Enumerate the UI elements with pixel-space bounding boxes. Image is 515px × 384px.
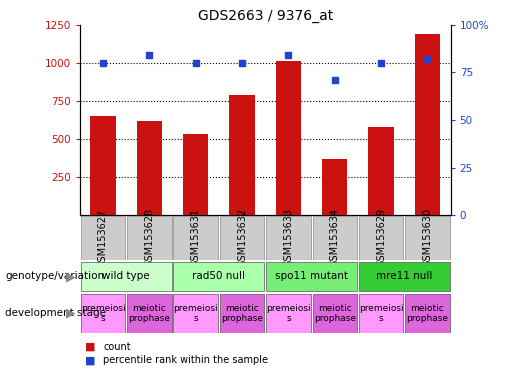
Text: premeiosi
s: premeiosi s [174,304,218,323]
Text: GSM153633: GSM153633 [283,209,294,267]
Text: genotype/variation: genotype/variation [5,271,104,281]
Text: meiotic
prophase: meiotic prophase [314,304,356,323]
Text: ■: ■ [85,355,95,365]
Text: premeiosi
s: premeiosi s [81,304,125,323]
Text: ▶: ▶ [66,307,75,319]
Bar [136,121,162,215]
Bar [266,294,311,333]
Point [145,52,153,58]
Bar [81,262,171,291]
Bar [220,216,264,260]
Point [377,60,385,66]
Bar [81,216,125,260]
Title: GDS2663 / 9376_at: GDS2663 / 9376_at [198,8,333,23]
Bar [359,262,450,291]
Text: ■: ■ [85,342,95,352]
Bar [313,294,357,333]
Point [238,60,246,66]
Text: development stage: development stage [5,308,106,318]
Point [99,60,107,66]
Text: premeiosi
s: premeiosi s [266,304,311,323]
Bar [174,216,218,260]
Bar [276,61,301,215]
Bar [359,216,403,260]
Bar [174,262,264,291]
Text: rad50 null: rad50 null [193,271,245,281]
Text: GSM153627: GSM153627 [98,208,108,268]
Bar [81,294,125,333]
Text: premeiosi
s: premeiosi s [359,304,403,323]
Bar [127,216,171,260]
Bar [183,134,209,215]
Text: wild type: wild type [102,271,150,281]
Bar [405,294,450,333]
Point [284,52,293,58]
Bar [322,159,348,215]
Bar [313,216,357,260]
Bar [174,294,218,333]
Text: ▶: ▶ [66,270,75,283]
Text: count: count [103,342,131,352]
Text: GSM153631: GSM153631 [191,209,201,267]
Point [331,77,339,83]
Text: GSM153632: GSM153632 [237,209,247,267]
Point [423,56,432,62]
Text: meiotic
prophase: meiotic prophase [128,304,170,323]
Text: meiotic
prophase: meiotic prophase [406,304,449,323]
Bar [220,294,264,333]
Bar [266,216,311,260]
Text: GSM153634: GSM153634 [330,209,340,267]
Bar [405,216,450,260]
Text: GSM153628: GSM153628 [144,209,154,267]
Bar [229,95,255,215]
Point [192,60,200,66]
Bar [415,34,440,215]
Bar [127,294,171,333]
Text: GSM153630: GSM153630 [422,209,433,267]
Text: GSM153629: GSM153629 [376,209,386,267]
Text: spo11 mutant: spo11 mutant [275,271,348,281]
Bar [368,127,394,215]
Text: mre11 null: mre11 null [376,271,433,281]
Text: meiotic
prophase: meiotic prophase [221,304,263,323]
Bar [359,294,403,333]
Text: percentile rank within the sample: percentile rank within the sample [103,355,268,365]
Bar [90,116,116,215]
Bar [266,262,357,291]
